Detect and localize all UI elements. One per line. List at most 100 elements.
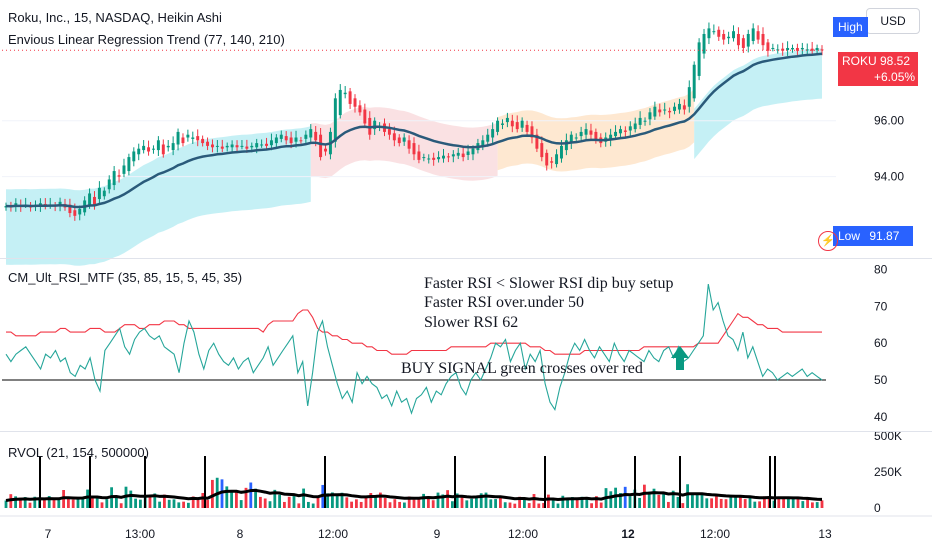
- rvol-tick-label: 0: [874, 501, 881, 515]
- candle-body: [373, 120, 377, 130]
- rvol-bar: [263, 498, 267, 508]
- candle-body: [284, 136, 288, 141]
- rvol-bar: [278, 494, 281, 508]
- candle-body: [741, 38, 745, 48]
- rvol-bar: [787, 498, 790, 508]
- rvol-bar: [643, 484, 646, 508]
- candle-body: [732, 31, 735, 39]
- rvol-bar: [14, 496, 17, 508]
- rvol-bar: [302, 488, 305, 508]
- candle-body: [363, 109, 367, 124]
- rvol-bar: [470, 498, 473, 508]
- rvol-bar: [628, 496, 632, 508]
- candle-body: [117, 175, 121, 177]
- candle-body: [751, 28, 755, 41]
- candle-body: [245, 146, 249, 149]
- rvol-bar: [801, 501, 805, 508]
- rvol-bar: [331, 492, 334, 508]
- rvol-bar: [523, 498, 526, 508]
- candle-body: [240, 145, 244, 147]
- rvol-pane-label: RVOL (21, 154, 500000): [8, 445, 149, 460]
- candle-body: [451, 154, 455, 157]
- rvol-bar: [355, 499, 358, 508]
- rvol-bar: [695, 492, 699, 508]
- rvol-bar: [715, 496, 718, 508]
- rvol-bar: [383, 497, 387, 508]
- rvol-bar: [484, 492, 488, 508]
- candle-body: [471, 148, 475, 155]
- rvol-bar: [91, 497, 94, 508]
- candle-body: [461, 153, 465, 158]
- candle-body: [127, 157, 131, 172]
- rvol-bar: [43, 499, 46, 508]
- candle-body: [520, 120, 524, 128]
- rvol-bar: [638, 497, 641, 508]
- rvol-bar: [283, 501, 286, 508]
- candle-body: [353, 98, 357, 107]
- pane-separator-2[interactable]: [0, 431, 932, 432]
- rvol-bar: [657, 494, 661, 508]
- low-label: Low: [838, 229, 861, 243]
- rvol-bar: [417, 497, 421, 508]
- candle-body: [466, 151, 470, 155]
- candle-body: [456, 152, 460, 156]
- rvol-bar: [599, 502, 603, 508]
- candle-body: [387, 129, 391, 135]
- rvol-bar: [734, 496, 737, 508]
- candle-body: [692, 64, 696, 99]
- candle-body: [210, 144, 214, 148]
- candle-body: [491, 129, 495, 138]
- last-price: 98.52: [880, 54, 911, 68]
- candle-body: [225, 145, 229, 148]
- candle-body: [791, 47, 794, 50]
- candle-body: [673, 106, 677, 111]
- pane-separator-1[interactable]: [0, 258, 932, 259]
- candle-body: [786, 47, 790, 51]
- rvol-bar: [129, 490, 133, 508]
- rsi-fast-line: [5, 283, 823, 415]
- candle-body: [722, 33, 726, 40]
- candle-body: [653, 106, 657, 117]
- candle-body: [501, 123, 504, 125]
- candle-body: [589, 130, 593, 135]
- rvol-bar: [86, 489, 89, 508]
- candle-body: [333, 98, 337, 142]
- candle-body: [584, 129, 588, 135]
- candle-body: [265, 143, 269, 146]
- rvol-bar: [575, 498, 579, 508]
- rvol-bar: [503, 502, 507, 508]
- lightning-icon[interactable]: ⚡: [818, 231, 838, 251]
- candle-body: [432, 157, 436, 160]
- rvol-bar: [652, 488, 656, 508]
- candle-body: [712, 31, 716, 33]
- rvol-bar: [619, 493, 622, 508]
- candle-body: [427, 158, 431, 160]
- rvol-bar: [753, 501, 757, 508]
- rvol-bar: [763, 496, 766, 508]
- candle-body: [609, 134, 613, 141]
- candle-body: [112, 171, 116, 186]
- rvol-bar: [340, 492, 344, 508]
- candle-body: [545, 152, 549, 166]
- rvol-bar: [350, 501, 353, 508]
- rvol-bar: [211, 479, 214, 508]
- candle-body: [348, 91, 352, 104]
- rvol-bar: [158, 501, 161, 508]
- rsi-tick-label: 80: [874, 262, 888, 276]
- rvol-bar: [403, 502, 406, 508]
- candle-body: [559, 145, 563, 159]
- rvol-bar: [551, 498, 555, 508]
- candle-body: [417, 151, 421, 160]
- currency-button[interactable]: USD: [866, 8, 920, 34]
- candle-body: [446, 156, 450, 158]
- rvol-bar: [671, 490, 675, 508]
- candle-body: [800, 47, 804, 50]
- rvol-bar: [556, 503, 560, 508]
- time-tick-label: 13:00: [125, 527, 155, 541]
- candle-body: [412, 143, 416, 155]
- rvol-bar: [23, 497, 27, 508]
- rvol-bar: [667, 501, 670, 508]
- candle-body: [736, 33, 740, 46]
